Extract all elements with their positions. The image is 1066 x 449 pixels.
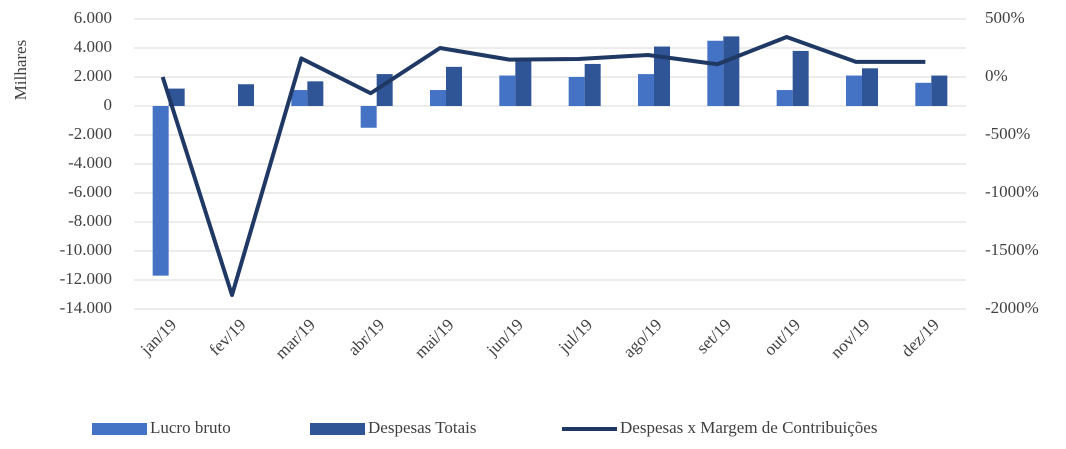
x-tick-label: jun/19 [482,315,527,360]
y-tick-label: -2.000 [68,124,112,143]
line-series [160,34,926,298]
x-tick-label: fev/19 [205,315,249,359]
y-tick-label: -8.000 [68,211,112,230]
y-tick-label: -10.000 [60,240,112,259]
bar [792,50,809,106]
x-tick-label: out/19 [760,315,804,359]
y-tick-label: 0 [104,95,113,114]
bar [152,106,169,276]
bar [430,90,446,106]
x-tick-label: jul/19 [554,315,596,357]
legend-label: Despesas Totais [368,418,477,437]
x-tick-label: ago/19 [619,315,665,361]
bar [707,40,724,106]
y-tick-label: -4.000 [68,153,112,172]
bar [862,68,878,106]
bar [307,81,324,106]
bar [568,77,585,106]
y-tick-label: 2.000 [74,66,112,85]
bar [360,106,377,128]
y-tick-label: -6.000 [68,182,112,201]
y2-tick-label: 500% [985,8,1025,27]
y-axis-label: Milhares [11,40,30,100]
y2-tick-label: -2000% [985,298,1039,317]
y2-tick-label: -500% [985,124,1030,143]
y-tick-label: -14.000 [60,298,112,317]
bar [238,84,254,106]
legend-swatch [310,423,365,435]
legend-label: Lucro bruto [150,418,231,437]
bar [915,82,932,106]
bar [723,36,740,106]
bar [168,88,185,106]
x-tick-label: nov/19 [827,315,874,362]
x-tick-label: dez/19 [897,315,942,360]
x-tick-label: jan/19 [136,315,180,359]
x-tick-label: set/19 [693,315,735,357]
x-tick-label: mar/19 [271,315,318,362]
y-tick-label: -12.000 [60,269,112,288]
y2-tick-label: -1500% [985,240,1039,259]
y-tick-label: 4.000 [74,37,112,56]
bar [931,75,948,106]
bar [515,59,532,106]
bar [584,63,601,106]
bar [291,90,308,106]
y2-tick-label: -1000% [985,182,1039,201]
bar [499,75,516,106]
bar [446,66,462,106]
bar [846,75,862,106]
legend-label: Despesas x Margem de Contribuições [620,418,877,437]
legend-swatch [92,423,147,435]
bar [654,46,670,106]
bar [638,74,654,106]
y-tick-label: 6.000 [74,8,112,27]
y2-tick-label: 0% [985,66,1008,85]
bar [776,90,793,106]
x-tick-label: abr/19 [344,315,388,359]
x-tick-label: mai/19 [411,315,458,362]
